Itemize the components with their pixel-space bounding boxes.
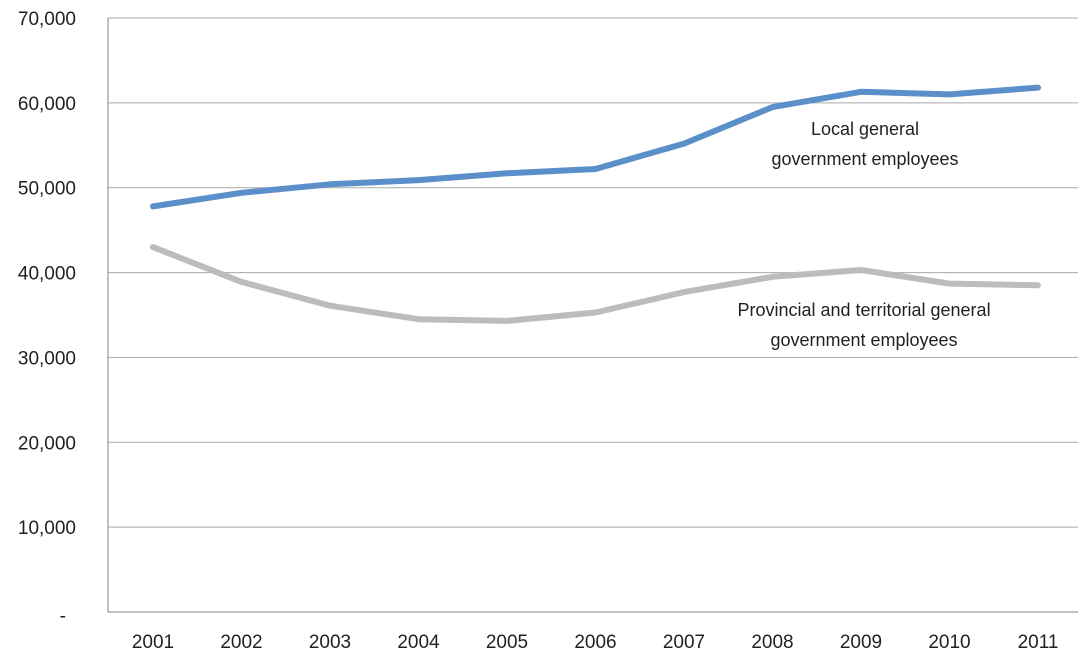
x-tick-label: 2011	[1018, 632, 1059, 652]
y-tick-label: 30,000	[18, 348, 76, 369]
series-line-provincial-territorial-general-government	[150, 244, 1041, 324]
series-annotations: Local general government employeesProvinc…	[737, 119, 990, 350]
x-tick-label: 2003	[309, 632, 351, 652]
series-label-line: Provincial and territorial general	[737, 300, 990, 320]
x-tick-label: 2005	[486, 632, 528, 652]
x-tick-label: 2002	[220, 632, 262, 652]
x-tick-label: 2010	[928, 632, 970, 652]
y-tick-label: 20,000	[18, 433, 76, 454]
y-tick-label: 50,000	[18, 179, 76, 200]
y-axis-tick-labels: - 10,000 20,000 30,000 40,000 50,000 60,000 70,…	[18, 9, 76, 627]
x-tick-label: 2009	[840, 632, 882, 652]
y-tick-label: 60,000	[18, 94, 76, 115]
series-lines	[150, 84, 1041, 324]
series-label-local: Local general government employees	[771, 119, 958, 169]
y-tick-label: 40,000	[18, 264, 76, 285]
series-label-line: Local general	[811, 119, 919, 139]
x-tick-label: 2001	[132, 632, 174, 652]
x-tick-label: 2004	[397, 632, 440, 652]
axes	[107, 18, 1078, 613]
y-tick-label: -	[60, 606, 66, 627]
series-label-line: government employees	[770, 330, 957, 350]
x-tick-label: 2008	[751, 632, 793, 652]
x-axis-tick-labels: 2001 2002 2003 2004 2005 2006 2007 2008 2009 2010…	[132, 632, 1059, 652]
x-tick-label: 2006	[574, 632, 616, 652]
y-tick-label: 70,000	[18, 9, 76, 30]
series-label-provincial-territorial: Provincial and territorial general govern…	[737, 300, 990, 350]
x-tick-label: 2007	[663, 632, 705, 652]
y-tick-label: 10,000	[18, 518, 76, 539]
series-label-line: government employees	[771, 149, 958, 169]
series-line-local-general-government	[150, 84, 1041, 210]
